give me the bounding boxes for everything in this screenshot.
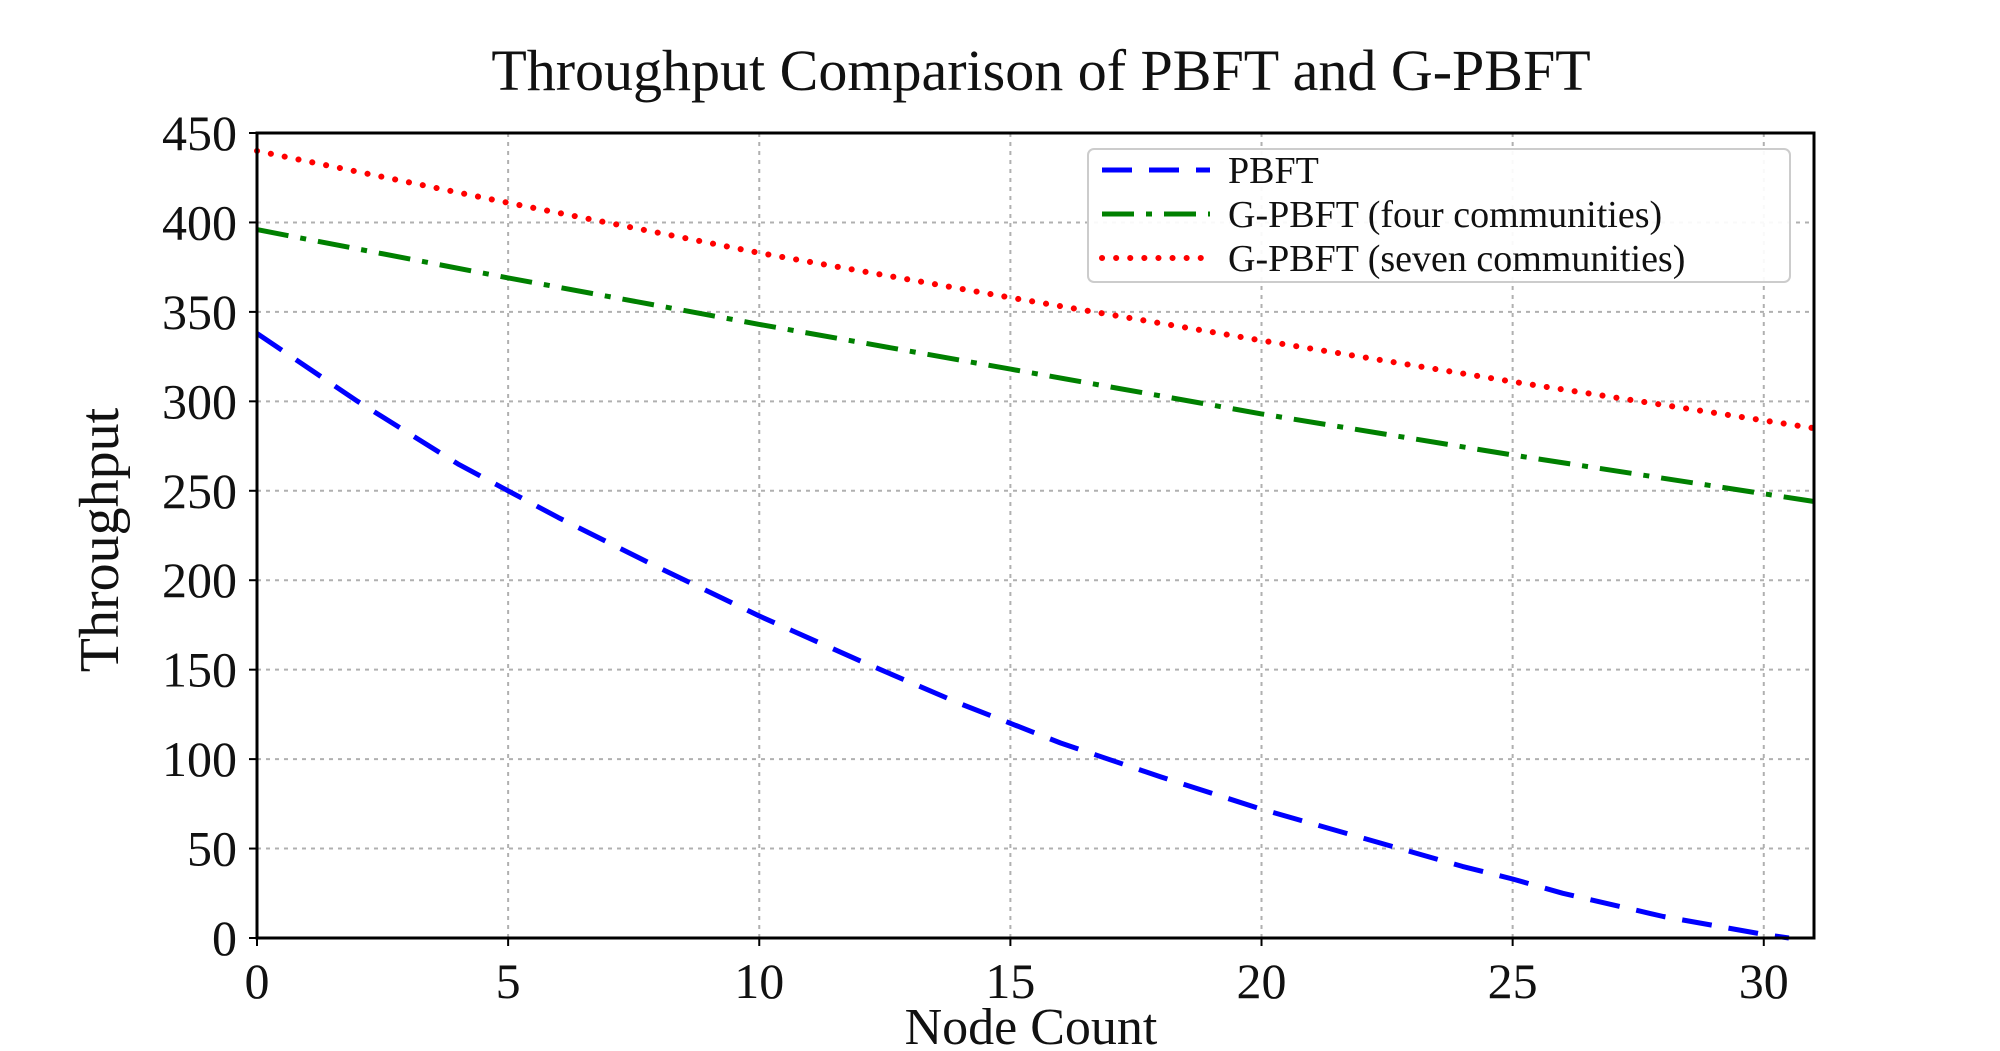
series-layer <box>254 147 1817 941</box>
y-tick-label: 0 <box>212 910 237 966</box>
legend-label-2: G-PBFT (seven communities) <box>1228 238 1685 280</box>
y-tick-label: 250 <box>162 463 237 519</box>
y-tick-label: 100 <box>162 731 237 787</box>
legend-label-0: PBFT <box>1228 150 1319 192</box>
x-tick-label: 15 <box>985 953 1035 1009</box>
y-tick-label: 150 <box>162 642 237 698</box>
legend-label-1: G-PBFT (four communities) <box>1228 194 1662 236</box>
y-tick-label: 350 <box>162 284 237 340</box>
y-tick-label: 400 <box>162 194 237 250</box>
series-line-0 <box>255 331 1790 941</box>
x-tick-label: 30 <box>1739 953 1789 1009</box>
y-axis-label: Throughput <box>69 407 131 672</box>
series-line-2 <box>254 147 1817 432</box>
y-tick-label: 200 <box>162 552 237 608</box>
x-tick-label: 5 <box>496 953 521 1009</box>
x-axis-label: Node Count <box>905 999 1158 1051</box>
y-tick-label: 50 <box>187 821 237 877</box>
x-tick-label: 25 <box>1488 953 1538 1009</box>
series-line-1 <box>256 227 1815 504</box>
x-tick-label: 10 <box>734 953 784 1009</box>
y-tick-label: 450 <box>162 105 237 161</box>
legend-box <box>1087 148 1791 283</box>
x-tick-label: 20 <box>1237 953 1287 1009</box>
plot-frame <box>255 131 1816 940</box>
chart-title: Throughput Comparison of PBFT and G-PBFT <box>491 38 1590 103</box>
x-tick-label: 0 <box>245 953 270 1009</box>
y-tick-label: 300 <box>162 373 237 429</box>
